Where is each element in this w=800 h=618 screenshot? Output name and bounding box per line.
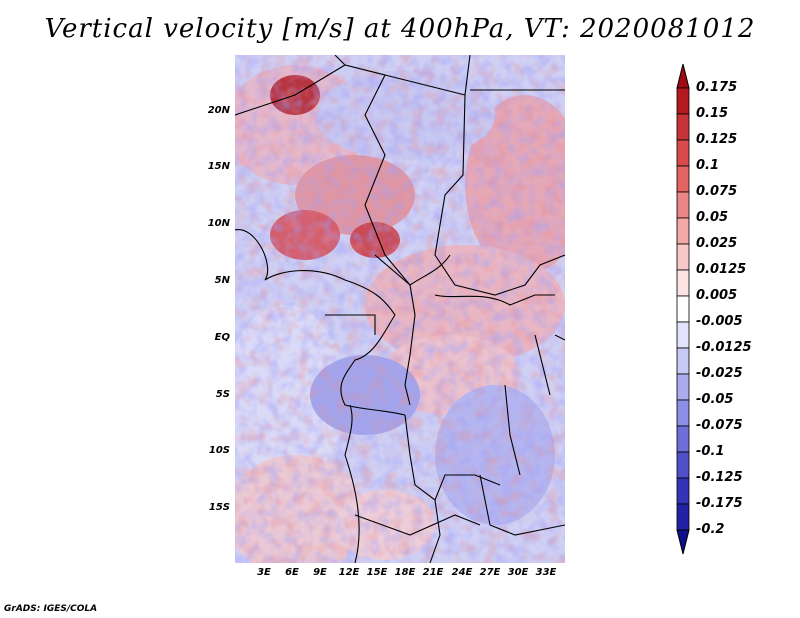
colorbar-swatch [676,139,690,167]
lat-label: 20N [207,105,230,116]
credit-text: GrADS: IGES/COLA [4,604,98,614]
colorbar-swatch [676,425,690,453]
colorbar-swatch [676,295,690,323]
colorbar-label: 0.15 [696,106,729,121]
colorbar-swatch [676,165,690,193]
colorbar-swatch [676,347,690,375]
lon-label: 27E [479,567,501,578]
lon-label: 24E [451,567,473,578]
velocity-field [235,55,565,563]
lon-label: 15E [366,567,388,578]
lon-label: 30E [507,567,529,578]
colorbar-min-arrow [676,529,690,555]
lon-label: 12E [338,567,360,578]
colorbar-label: -0.175 [696,496,743,511]
colorbar-label: 0.05 [696,210,729,225]
colorbar-swatch [676,243,690,271]
colorbar-label: -0.2 [696,522,725,537]
velocity-map [235,55,565,563]
lon-label: 21E [422,567,444,578]
colorbar-swatch [676,217,690,245]
colorbar-label: -0.05 [696,392,734,407]
colorbar-swatch [676,87,690,115]
lon-label: 18E [394,567,416,578]
lat-label: 10S [208,445,230,456]
colorbar-label: -0.075 [696,418,743,433]
colorbar-swatch [676,269,690,297]
lat-label: 5N [214,275,230,286]
lat-label: 15S [208,502,230,513]
lon-label: 3E [257,567,271,578]
lat-label: 10N [207,218,230,229]
colorbar-max-arrow [676,63,690,89]
lat-label: EQ [214,332,230,343]
lat-label: 5S [215,389,230,400]
colorbar-label: 0.1 [696,158,720,173]
colorbar-swatch [676,113,690,141]
colorbar-swatch [676,503,690,531]
colorbar-label: -0.025 [696,366,743,381]
lon-label: 33E [535,567,557,578]
colorbar-label: 0.125 [696,132,738,147]
colorbar-swatch [676,321,690,349]
colorbar-label: -0.125 [696,470,743,485]
colorbar-swatch [676,399,690,427]
country-borders [235,55,565,563]
colorbar-swatch [676,451,690,479]
lat-label: 15N [207,161,230,172]
colorbar-label: 0.005 [696,288,738,303]
colorbar-label: 0.0125 [696,262,747,277]
colorbar-swatch [676,373,690,401]
colorbar-swatch [676,477,690,505]
colorbar-label: -0.1 [696,444,725,459]
lon-label: 9E [313,567,327,578]
colorbar-label: -0.005 [696,314,743,329]
colorbar-swatch [676,191,690,219]
map-title: Vertical velocity [m/s] at 400hPa, VT: 2… [44,14,756,44]
colorbar-label: 0.075 [696,184,738,199]
lon-label: 6E [285,567,299,578]
colorbar-label: -0.0125 [696,340,752,355]
colorbar-label: 0.025 [696,236,738,251]
colorbar-label: 0.175 [696,80,738,95]
